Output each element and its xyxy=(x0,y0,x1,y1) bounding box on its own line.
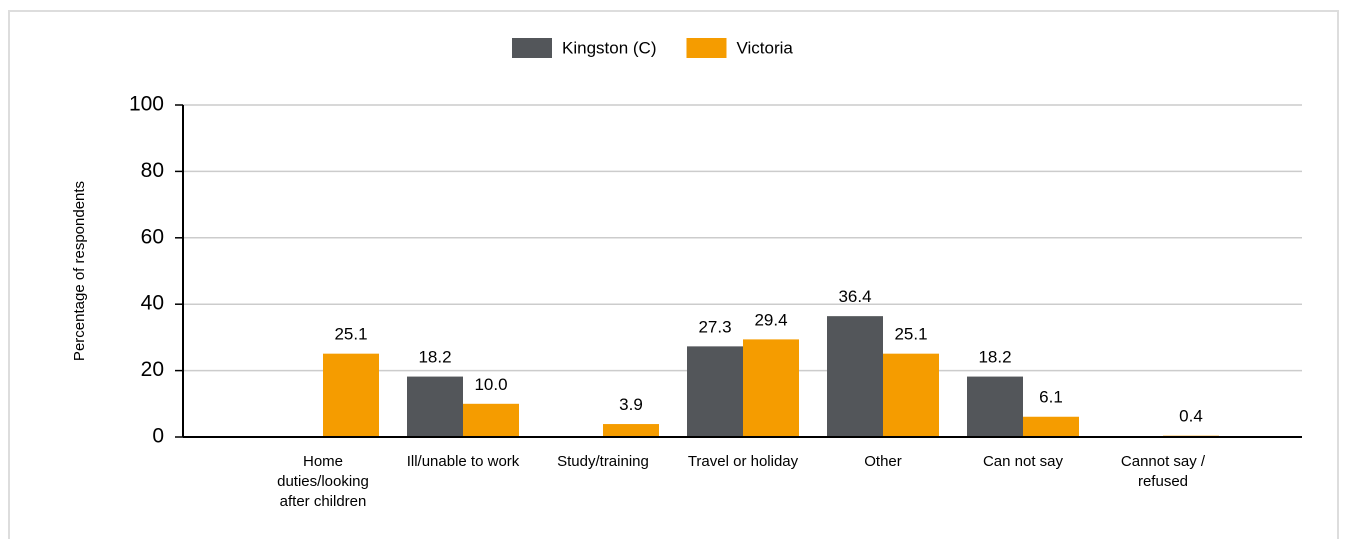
y-tick-label: 100 xyxy=(129,93,164,116)
bar xyxy=(407,376,463,437)
frame xyxy=(8,10,1339,539)
bar xyxy=(463,403,519,437)
legend-swatch xyxy=(686,38,727,58)
legend-label: Kingston (C) xyxy=(562,38,656,57)
y-tick-label: 20 xyxy=(141,358,164,381)
x-tick-label: Study/training xyxy=(557,453,649,470)
data-label: 6.1 xyxy=(1039,388,1063,407)
data-label: 0.4 xyxy=(1179,407,1203,426)
bar xyxy=(827,316,883,437)
x-tick-label: Ill/unable to work xyxy=(406,453,520,470)
bar xyxy=(323,353,379,437)
bar xyxy=(687,346,743,437)
x-tick-label: Travel or holiday xyxy=(687,453,799,470)
data-label: 10.0 xyxy=(474,375,507,394)
x-tick-label: Cannot say / refused xyxy=(1120,453,1206,490)
y-tick-label: 80 xyxy=(141,159,164,182)
bar xyxy=(603,424,659,437)
y-axis-label: Percentage of respondents xyxy=(71,181,88,361)
x-tick-label: Can not say xyxy=(982,453,1064,470)
bar xyxy=(1023,416,1079,437)
data-label: 25.1 xyxy=(334,325,367,344)
x-tick-label: Home duties/looking after children xyxy=(277,453,369,510)
data-label: 25.1 xyxy=(894,325,927,344)
data-label: 3.9 xyxy=(619,395,643,414)
x-tick-label: Other xyxy=(864,453,902,470)
legend-swatch xyxy=(512,38,552,58)
legend-label: Victoria xyxy=(736,38,793,57)
y-tick-label: 0 xyxy=(152,425,164,448)
data-label: 27.3 xyxy=(698,317,731,336)
data-label: 18.2 xyxy=(418,348,451,367)
bar xyxy=(967,376,1023,437)
bar xyxy=(743,339,799,437)
bar xyxy=(883,353,939,437)
data-label: 36.4 xyxy=(838,287,871,306)
data-label: 18.2 xyxy=(978,348,1011,367)
y-tick-label: 60 xyxy=(141,225,164,248)
y-tick-label: 40 xyxy=(141,292,164,315)
data-label: 29.4 xyxy=(754,310,787,329)
